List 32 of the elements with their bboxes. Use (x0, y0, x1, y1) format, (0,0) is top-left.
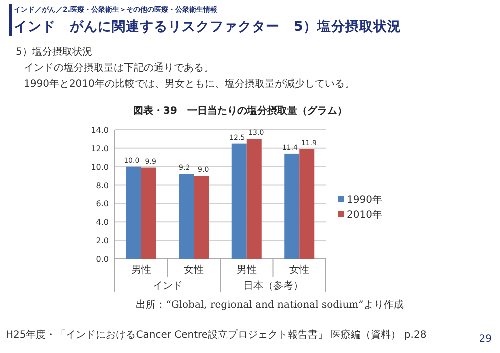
y-tick-label: 8.0 (96, 181, 109, 190)
chart-title: 図表・39 一日当たりの塩分摂取量（グラム） (134, 105, 348, 117)
bar (126, 166, 142, 259)
text: 1990年と2010年の比較では、男女ともに、塩分摂取量が減少している。 (24, 78, 355, 90)
text: インド (152, 281, 183, 292)
x-tick-label: 男性 (131, 264, 152, 276)
y-tick-label: 14.0 (91, 126, 109, 135)
bar (232, 144, 247, 259)
bar (179, 174, 194, 259)
y-tick-label: 2.0 (96, 236, 109, 246)
x-tick-label: 女性 (290, 264, 310, 276)
y-tick-label: 4.0 (96, 218, 109, 228)
text: 出所：“Global, regional and national sodium”より作成 (136, 299, 404, 311)
bar (246, 139, 262, 259)
text: 日本（参考） (243, 280, 304, 292)
bar (284, 154, 300, 259)
legend-label: 1990年 (347, 194, 382, 206)
text: 29 (479, 334, 492, 345)
text: H25年度・「インドにおけるCancer Centre設立プロジェクト報告書」 医療編（資料） p.28 (6, 329, 427, 341)
legend-label: 2010年 (347, 209, 382, 221)
y-tick-label: 12.0 (91, 144, 109, 154)
bar (141, 168, 156, 259)
bar (194, 176, 210, 259)
y-tick-label: 6.0 (96, 200, 109, 209)
y-tick-label: 0.0 (96, 255, 109, 264)
bar (300, 149, 315, 259)
text: 5）塩分摂取状況 (16, 46, 92, 58)
text: インド がんに関連するリスクファクター 5）塩分摂取状況 (14, 19, 402, 35)
x-tick-label: 女性 (184, 264, 204, 276)
text: インドの塩分摂取量は下記の通りである。 (24, 62, 214, 74)
x-tick-label: 男性 (236, 264, 257, 276)
y-tick-label: 10.0 (91, 162, 109, 172)
